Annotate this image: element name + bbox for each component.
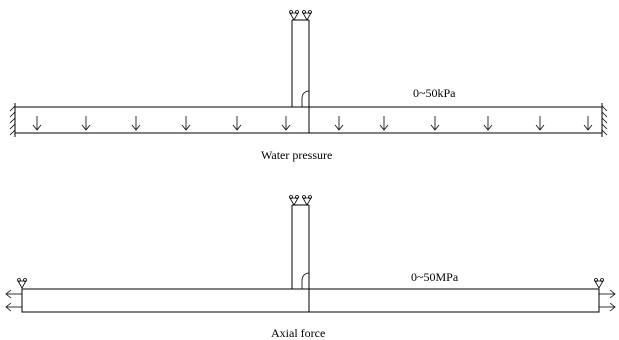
bottom-caption: Axial force [271,326,325,340]
top-column-pin-supports [289,10,312,21]
water-pressure-diagram: 0~50kPa Water pressure [9,10,608,162]
top-caption: Water pressure [261,148,332,162]
pressure-arrow [334,116,344,131]
top-joint-arc [301,90,310,107]
pressure-arrow [181,116,191,131]
top-column [291,19,310,133]
left-fixed-support [9,103,16,137]
bottom-beam [21,288,600,313]
pressure-arrow [583,116,593,131]
top-load-label: 0~50kPa [413,86,456,100]
axial-force-diagram: 0~50MPa Axial force [5,195,616,340]
pressure-arrow [379,116,389,131]
pressure-arrow [32,116,42,131]
bottom-column-pin-supports [289,195,312,206]
bottom-column [291,204,310,312]
bottom-load-label: 0~50MPa [411,270,459,284]
pressure-arrow [483,116,493,131]
left-pin-support [17,278,27,289]
left-axial-arrows [5,289,22,312]
pressure-arrow [131,116,141,131]
pressure-arrow [232,116,242,131]
right-axial-arrows [599,289,616,312]
pressure-arrow [430,116,440,131]
pressure-arrow [535,116,545,131]
pressure-arrow [81,116,91,131]
pressure-arrows [32,116,593,131]
pressure-arrow [281,116,291,131]
right-pin-support [594,278,604,289]
bottom-joint-arc [301,272,310,289]
right-fixed-support [601,103,608,137]
